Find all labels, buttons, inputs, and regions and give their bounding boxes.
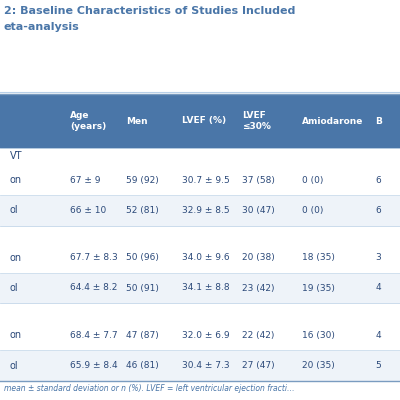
- Text: 30.4 ± 7.3: 30.4 ± 7.3: [182, 361, 230, 370]
- Bar: [0, 148, 400, 165]
- Text: 59 (92): 59 (92): [126, 176, 159, 184]
- Text: 4: 4: [375, 331, 381, 340]
- Text: 32.0 ± 6.9: 32.0 ± 6.9: [182, 331, 230, 340]
- Text: 6: 6: [375, 206, 381, 215]
- Text: LVEF
≤30%: LVEF ≤30%: [242, 111, 271, 131]
- Text: 20 (35): 20 (35): [302, 361, 335, 370]
- Text: 30.7 ± 9.5: 30.7 ± 9.5: [182, 176, 230, 184]
- Bar: [0, 165, 400, 195]
- Text: Age
(years): Age (years): [70, 111, 106, 131]
- Bar: [0, 242, 400, 273]
- Text: 52 (81): 52 (81): [126, 206, 159, 215]
- Text: 47 (87): 47 (87): [126, 331, 159, 340]
- Text: B: B: [375, 116, 382, 126]
- Text: 5: 5: [375, 361, 381, 370]
- Text: 18 (35): 18 (35): [302, 253, 335, 262]
- Text: Men: Men: [126, 116, 148, 126]
- Text: 0 (0): 0 (0): [302, 206, 323, 215]
- Text: on: on: [10, 175, 22, 185]
- Text: on: on: [10, 330, 22, 340]
- Bar: [0, 226, 400, 242]
- Text: 37 (58): 37 (58): [242, 176, 275, 184]
- Bar: [0, 350, 400, 381]
- Bar: [0, 320, 400, 350]
- Text: 50 (91): 50 (91): [126, 284, 159, 292]
- Text: ol: ol: [10, 361, 19, 370]
- Text: 50 (96): 50 (96): [126, 253, 159, 262]
- Text: ol: ol: [10, 206, 19, 215]
- Text: 66 ± 10: 66 ± 10: [70, 206, 106, 215]
- Text: 6: 6: [375, 176, 381, 184]
- Bar: [0, 0, 400, 94]
- Text: Amiodarone: Amiodarone: [302, 116, 363, 126]
- Text: 19 (35): 19 (35): [302, 284, 335, 292]
- Bar: [0, 303, 400, 320]
- Text: 16 (30): 16 (30): [302, 331, 335, 340]
- Bar: [0, 195, 400, 226]
- Text: LVEF (%): LVEF (%): [182, 116, 226, 126]
- Text: mean ± standard deviation or n (%). LVEF = left ventricular ejection fracti…: mean ± standard deviation or n (%). LVEF…: [4, 384, 295, 393]
- Text: eta-analysis: eta-analysis: [4, 22, 80, 32]
- Text: 3: 3: [375, 253, 381, 262]
- Bar: [0, 94, 400, 148]
- Text: 64.4 ± 8.2: 64.4 ± 8.2: [70, 284, 117, 292]
- Text: 67.7 ± 8.3: 67.7 ± 8.3: [70, 253, 118, 262]
- Text: 46 (81): 46 (81): [126, 361, 159, 370]
- Text: 65.9 ± 8.4: 65.9 ± 8.4: [70, 361, 118, 370]
- Text: 2: Baseline Characteristics of Studies Included: 2: Baseline Characteristics of Studies I…: [4, 6, 295, 16]
- Text: 34.1 ± 8.8: 34.1 ± 8.8: [182, 284, 230, 292]
- Bar: [0, 273, 400, 303]
- Text: 30 (47): 30 (47): [242, 206, 275, 215]
- Text: on: on: [10, 253, 22, 262]
- Text: 4: 4: [375, 284, 381, 292]
- Text: ol: ol: [10, 283, 19, 293]
- Text: VT: VT: [10, 151, 22, 161]
- Text: 0 (0): 0 (0): [302, 176, 323, 184]
- Text: 23 (42): 23 (42): [242, 284, 274, 292]
- Text: 32.9 ± 8.5: 32.9 ± 8.5: [182, 206, 230, 215]
- Text: 27 (47): 27 (47): [242, 361, 275, 370]
- Text: 68.4 ± 7.7: 68.4 ± 7.7: [70, 331, 118, 340]
- Text: 34.0 ± 9.6: 34.0 ± 9.6: [182, 253, 230, 262]
- Text: 67 ± 9: 67 ± 9: [70, 176, 100, 184]
- Text: 20 (38): 20 (38): [242, 253, 275, 262]
- Text: 22 (42): 22 (42): [242, 331, 274, 340]
